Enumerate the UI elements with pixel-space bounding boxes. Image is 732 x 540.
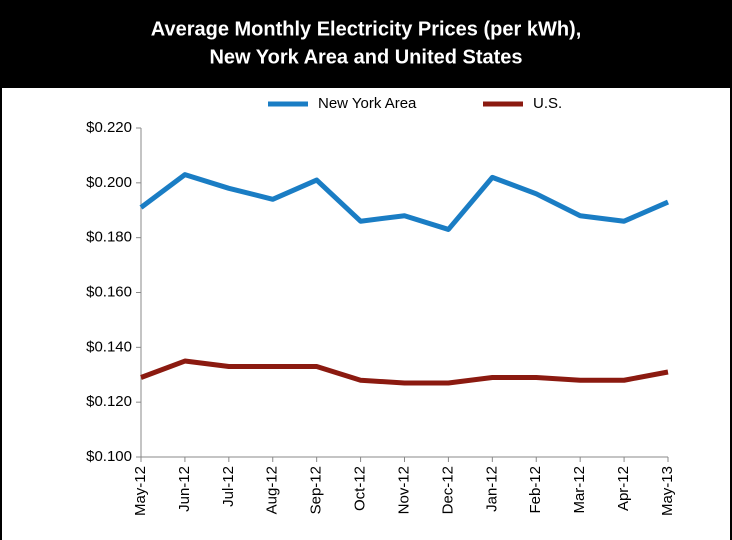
x-tick-label: Oct-12	[352, 466, 369, 511]
line	[139, 172, 670, 232]
chart-title: Average Monthly Electricity Prices (per …	[151, 18, 582, 40]
x-tick-label: Jan-12	[483, 466, 500, 512]
chart-title: New York Area and United States	[209, 46, 522, 68]
y-tick-label: $0.120	[86, 393, 132, 410]
x-tick-label: Jun-12	[176, 466, 193, 512]
x-tick-label: Aug-12	[264, 466, 281, 514]
x-tick-label: Feb-12	[527, 466, 544, 514]
y-tick-label: $0.200	[86, 174, 132, 191]
x-tick-label: May-12	[132, 466, 149, 516]
y-tick-label: $0.180	[86, 229, 132, 246]
x-tick-label: Apr-12	[615, 466, 632, 511]
x-tick-label: Jul-12	[220, 466, 237, 507]
y-tick-label: $0.100	[86, 448, 132, 465]
y-tick-label: $0.140	[86, 338, 132, 355]
legend-label: New York Area	[318, 95, 417, 112]
legend-label: U.S.	[533, 95, 562, 112]
header	[0, 0, 732, 88]
x-tick-label: Nov-12	[395, 466, 412, 514]
y-tick-label: $0.160	[86, 283, 132, 300]
x-tick-label: Dec-12	[439, 466, 456, 514]
x-tick-label: Mar-12	[571, 466, 588, 514]
x-tick-label: Sep-12	[308, 466, 325, 514]
y-tick-label: $0.220	[86, 119, 132, 136]
x-tick-label: May-13	[659, 466, 676, 516]
line	[140, 358, 669, 386]
